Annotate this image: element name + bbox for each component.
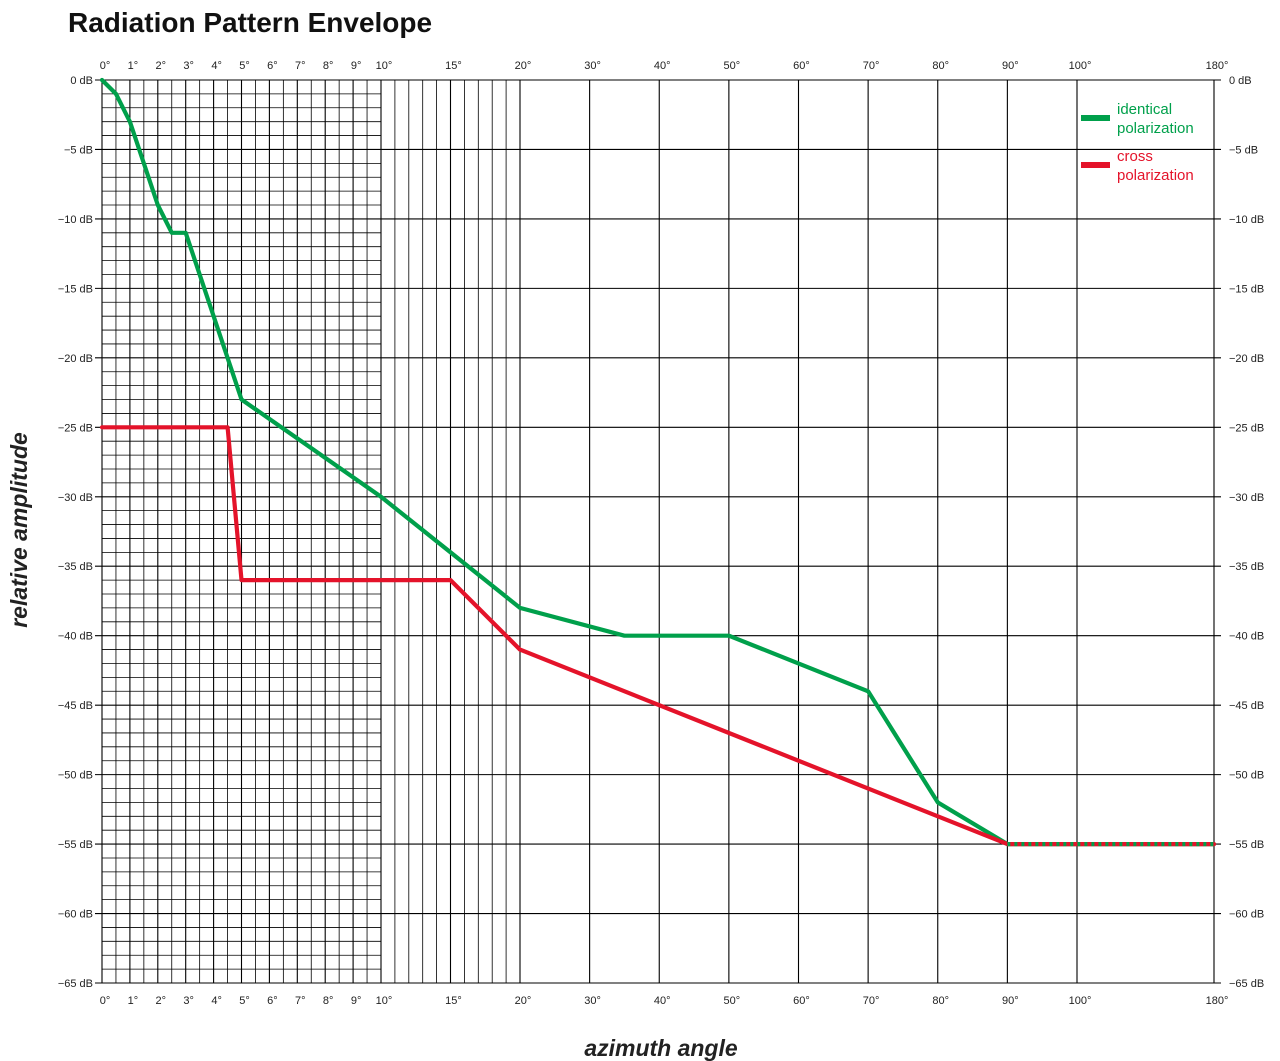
x-tick-label-bottom: 20° [515, 995, 532, 1007]
x-tick-label-bottom: 9° [351, 995, 362, 1007]
x-tick-label-top: 9° [351, 60, 362, 72]
y-tick-label-left: −45 dB [58, 700, 93, 712]
x-tick-label-bottom: 3° [183, 995, 194, 1007]
y-tick-label-right: −30 dB [1229, 492, 1264, 504]
x-tick-label-top: 60° [793, 60, 810, 72]
y-tick-label-left: −15 dB [58, 283, 93, 295]
y-tick-label-right: −20 dB [1229, 353, 1264, 365]
y-tick-label-left: −50 dB [58, 770, 93, 782]
legend-label: identical [1117, 101, 1172, 118]
axis-ticks: 0° 0° 1° 1° 2° 2° 3° 3° 4° 4° 5° 5° 6° 6° 7° 7° 8° 8° 9° 9°… [58, 60, 1264, 1007]
y-tick-label-right: −5 dB [1229, 144, 1258, 156]
chart-series [99, 77, 1217, 847]
y-tick-label-left: −55 dB [58, 839, 93, 851]
chart-legend: identical polarization cross polarization [1081, 101, 1194, 184]
x-axis-label: azimuth angle [584, 1035, 738, 1061]
x-tick-label-top: 7° [295, 60, 306, 72]
x-tick-label-top: 40° [654, 60, 671, 72]
y-tick-label-left: −30 dB [58, 492, 93, 504]
x-tick-label-top: 50° [724, 60, 741, 72]
y-tick-label-left: −40 dB [58, 631, 93, 643]
y-tick-label-right: −55 dB [1229, 839, 1264, 851]
x-tick-label-bottom: 4° [211, 995, 222, 1007]
y-tick-label-left: −65 dB [58, 978, 93, 990]
y-tick-label-right: −65 dB [1229, 978, 1264, 990]
x-tick-label-top: 15° [445, 60, 462, 72]
chart-grid [95, 79, 1221, 984]
x-tick-label-top: 80° [932, 60, 949, 72]
x-tick-label-bottom: 180° [1206, 995, 1229, 1007]
y-tick-label-right: −40 dB [1229, 631, 1264, 643]
x-tick-label-bottom: 8° [323, 995, 334, 1007]
x-tick-label-bottom: 90° [1002, 995, 1019, 1007]
x-tick-label-bottom: 15° [445, 995, 462, 1007]
x-tick-label-top: 180° [1206, 60, 1229, 72]
x-tick-label-top: 70° [863, 60, 880, 72]
y-tick-label-right: 0 dB [1229, 75, 1252, 87]
x-tick-label-top: 20° [515, 60, 532, 72]
series-line-identical-polarization [99, 77, 1217, 847]
chart-title: Radiation Pattern Envelope [68, 7, 432, 38]
x-tick-label-top: 1° [128, 60, 139, 72]
y-tick-label-right: −35 dB [1229, 561, 1264, 573]
x-tick-label-bottom: 30° [584, 995, 601, 1007]
x-tick-label-top: 0° [100, 60, 111, 72]
y-tick-label-right: −25 dB [1229, 422, 1264, 434]
y-tick-label-left: −10 dB [58, 214, 93, 226]
x-tick-label-bottom: 7° [295, 995, 306, 1007]
x-tick-label-top: 6° [267, 60, 278, 72]
x-tick-label-bottom: 10° [376, 995, 393, 1007]
y-tick-label-left: −5 dB [64, 144, 93, 156]
y-tick-label-left: −25 dB [58, 422, 93, 434]
x-tick-label-bottom: 50° [724, 995, 741, 1007]
x-tick-label-top: 2° [156, 60, 167, 72]
x-tick-label-bottom: 80° [932, 995, 949, 1007]
x-tick-label-top: 5° [239, 60, 250, 72]
x-tick-label-bottom: 6° [267, 995, 278, 1007]
x-tick-label-bottom: 60° [793, 995, 810, 1007]
x-tick-label-top: 3° [183, 60, 194, 72]
y-tick-label-left: −60 dB [58, 909, 93, 921]
x-tick-label-bottom: 100° [1069, 995, 1092, 1007]
legend-label: polarization [1117, 167, 1194, 184]
x-tick-label-top: 100° [1069, 60, 1092, 72]
y-tick-label-left: −35 dB [58, 561, 93, 573]
legend-swatch [1081, 115, 1110, 121]
y-tick-label-right: −10 dB [1229, 214, 1264, 226]
y-tick-label-left: 0 dB [70, 75, 93, 87]
legend-swatch [1081, 162, 1110, 168]
x-tick-label-bottom: 5° [239, 995, 250, 1007]
x-tick-label-bottom: 0° [100, 995, 111, 1007]
y-tick-label-right: −45 dB [1229, 700, 1264, 712]
x-tick-label-bottom: 70° [863, 995, 880, 1007]
y-axis-label: relative amplitude [6, 432, 32, 628]
x-tick-label-top: 30° [584, 60, 601, 72]
legend-label: cross [1117, 148, 1153, 165]
y-tick-label-right: −50 dB [1229, 770, 1264, 782]
x-tick-label-bottom: 1° [128, 995, 139, 1007]
legend-label: polarization [1117, 120, 1194, 137]
x-tick-label-top: 90° [1002, 60, 1019, 72]
y-tick-label-right: −60 dB [1229, 909, 1264, 921]
x-tick-label-top: 4° [211, 60, 222, 72]
x-tick-label-top: 10° [376, 60, 393, 72]
y-tick-label-right: −15 dB [1229, 283, 1264, 295]
x-tick-label-bottom: 2° [156, 995, 167, 1007]
x-tick-label-bottom: 40° [654, 995, 671, 1007]
x-tick-label-top: 8° [323, 60, 334, 72]
y-tick-label-left: −20 dB [58, 353, 93, 365]
